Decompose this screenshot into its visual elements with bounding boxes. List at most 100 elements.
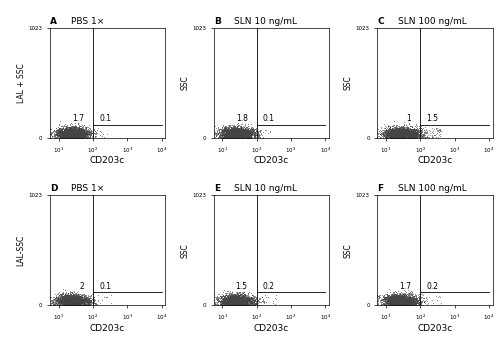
Point [65, 297, 73, 302]
Point [62, 130, 70, 136]
Point [74, 129, 82, 135]
Point [62, 131, 70, 137]
Point [232, 130, 239, 136]
Point [70, 124, 78, 130]
Point [66, 293, 74, 299]
Point [410, 131, 418, 136]
Point [239, 131, 247, 136]
Point [242, 135, 250, 141]
Point [392, 133, 400, 138]
Point [226, 302, 234, 307]
Point [217, 300, 225, 305]
Point [240, 301, 248, 307]
Point [390, 292, 398, 298]
Point [224, 299, 232, 305]
Point [72, 299, 80, 304]
Point [238, 296, 246, 301]
Point [77, 134, 85, 140]
Point [58, 129, 66, 135]
Point [406, 298, 414, 304]
Point [224, 296, 232, 301]
Point [252, 302, 260, 307]
Point [236, 300, 244, 306]
Point [72, 134, 80, 139]
Point [63, 302, 71, 307]
Point [414, 131, 422, 136]
Point [404, 132, 412, 138]
Point [60, 131, 68, 137]
Point [389, 297, 397, 303]
Point [234, 294, 242, 300]
Point [234, 127, 241, 133]
Point [66, 295, 74, 301]
Point [230, 293, 238, 299]
Point [248, 132, 256, 138]
Point [248, 297, 256, 303]
Point [80, 302, 88, 307]
Point [390, 126, 398, 132]
Point [68, 300, 76, 306]
Point [386, 299, 394, 305]
Point [227, 131, 235, 136]
Point [63, 127, 71, 133]
Point [398, 298, 406, 303]
Point [231, 298, 239, 304]
Point [235, 134, 243, 139]
Point [86, 302, 94, 308]
Point [67, 130, 75, 135]
Point [226, 130, 234, 135]
Point [64, 299, 72, 305]
Point [70, 135, 78, 141]
Point [230, 128, 237, 133]
Point [64, 126, 72, 132]
Point [416, 293, 424, 299]
Point [246, 297, 254, 303]
Point [233, 296, 241, 302]
Point [57, 293, 65, 299]
Point [57, 295, 65, 300]
Point [62, 298, 70, 304]
Point [413, 302, 421, 307]
Point [52, 302, 60, 307]
Point [66, 129, 74, 134]
Point [238, 294, 246, 300]
Point [394, 302, 402, 308]
Point [234, 128, 242, 134]
Point [399, 299, 407, 304]
Point [67, 299, 75, 304]
Point [393, 296, 401, 301]
Point [404, 298, 412, 303]
Point [72, 130, 80, 136]
Point [404, 296, 412, 301]
Point [71, 127, 79, 133]
Point [66, 299, 74, 305]
Point [65, 295, 73, 301]
Point [398, 131, 406, 136]
Point [63, 132, 71, 138]
Point [381, 299, 389, 305]
Point [223, 128, 231, 134]
Point [382, 135, 390, 141]
Point [414, 302, 422, 308]
Point [224, 295, 232, 300]
Point [226, 134, 234, 139]
Point [67, 295, 75, 300]
Point [390, 130, 398, 135]
Point [397, 298, 405, 303]
Point [58, 297, 66, 302]
Point [72, 130, 80, 135]
Point [232, 294, 240, 299]
Point [64, 302, 72, 308]
Point [76, 295, 84, 301]
Point [400, 135, 407, 140]
Point [242, 302, 250, 307]
Point [226, 130, 234, 135]
Point [66, 299, 74, 304]
Point [228, 135, 236, 140]
Point [400, 296, 408, 302]
Point [232, 133, 240, 139]
Point [68, 300, 76, 305]
Point [404, 301, 412, 306]
Point [404, 135, 412, 140]
Point [55, 132, 63, 138]
